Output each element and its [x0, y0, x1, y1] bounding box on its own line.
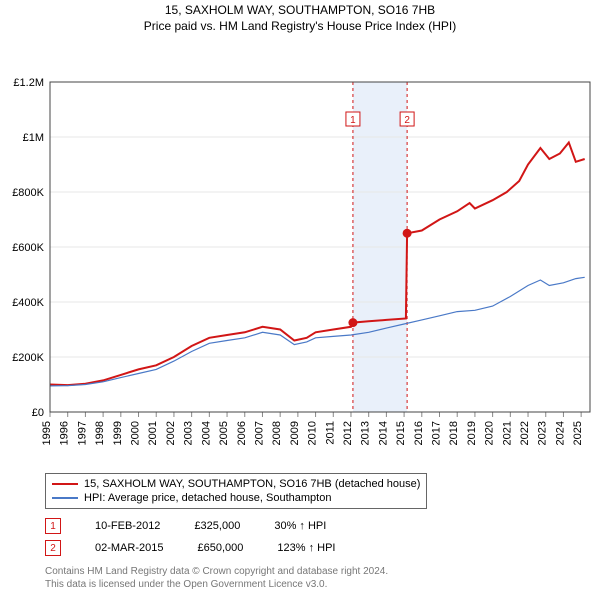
svg-text:2002: 2002 [165, 421, 177, 445]
svg-text:2022: 2022 [519, 421, 531, 445]
event-marker-1: 1 [45, 518, 61, 534]
legend-swatch-1 [52, 483, 78, 485]
event-num-1: 1 [50, 521, 56, 532]
svg-text:2025: 2025 [572, 421, 584, 445]
svg-text:1998: 1998 [94, 421, 106, 445]
event-row-2: 2 02-MAR-2015 £650,000 123% ↑ HPI [45, 537, 580, 559]
svg-text:1997: 1997 [76, 421, 88, 445]
footer-line1: Contains HM Land Registry data © Crown c… [45, 565, 580, 578]
footer-line2: This data is licensed under the Open Gov… [45, 578, 580, 591]
legend-label-2: HPI: Average price, detached house, Sout… [84, 492, 331, 504]
event-date-1: 10-FEB-2012 [95, 520, 160, 532]
svg-text:£1M: £1M [23, 132, 44, 144]
svg-text:£800K: £800K [12, 187, 44, 199]
svg-text:2011: 2011 [324, 421, 336, 445]
event-date-2: 02-MAR-2015 [95, 542, 163, 554]
page-title-line2: Price paid vs. HM Land Registry's House … [0, 17, 600, 37]
svg-text:£400K: £400K [12, 297, 44, 309]
event-row-1: 1 10-FEB-2012 £325,000 30% ↑ HPI [45, 515, 580, 537]
svg-text:2006: 2006 [236, 421, 248, 445]
svg-text:£1.2M: £1.2M [13, 77, 44, 89]
svg-text:2000: 2000 [130, 421, 142, 445]
svg-text:£200K: £200K [12, 352, 44, 364]
chart-container: £0 £200K £400K £600K £800K £1M £1.2M 1995 1996 19… [0, 37, 600, 467]
svg-text:2001: 2001 [147, 421, 159, 445]
svg-text:1995: 1995 [41, 421, 53, 445]
events-table: 1 10-FEB-2012 £325,000 30% ↑ HPI 2 02-MA… [45, 515, 580, 559]
svg-text:2021: 2021 [501, 421, 513, 445]
footer: Contains HM Land Registry data © Crown c… [45, 565, 580, 591]
svg-text:2014: 2014 [377, 421, 389, 445]
svg-text:2018: 2018 [448, 421, 460, 445]
svg-text:1: 1 [350, 115, 356, 126]
event-price-1: £325,000 [194, 520, 240, 532]
svg-text:2024: 2024 [554, 421, 566, 445]
svg-text:2008: 2008 [271, 421, 283, 445]
svg-text:2010: 2010 [307, 421, 319, 445]
price-chart: £0 £200K £400K £600K £800K £1M £1.2M 1995 1996 19… [0, 37, 600, 467]
svg-text:2004: 2004 [200, 421, 212, 445]
svg-text:2015: 2015 [395, 421, 407, 445]
legend-swatch-2 [52, 497, 78, 499]
page-title-line1: 15, SAXHOLM WAY, SOUTHAMPTON, SO16 7HB [0, 0, 600, 17]
svg-text:2016: 2016 [413, 421, 425, 445]
svg-text:2019: 2019 [466, 421, 478, 445]
event-marker-2: 2 [45, 540, 61, 556]
event-price-2: £650,000 [197, 542, 243, 554]
event-delta-1: 30% ↑ HPI [274, 520, 326, 532]
svg-text:2020: 2020 [484, 421, 496, 445]
svg-text:£0: £0 [32, 407, 44, 419]
svg-text:1996: 1996 [59, 421, 71, 445]
svg-text:2013: 2013 [360, 421, 372, 445]
event-delta-2: 123% ↑ HPI [277, 542, 335, 554]
legend-label-1: 15, SAXHOLM WAY, SOUTHAMPTON, SO16 7HB (… [84, 478, 420, 490]
svg-text:£600K: £600K [12, 242, 44, 254]
svg-text:1999: 1999 [112, 421, 124, 445]
svg-text:2: 2 [404, 115, 410, 126]
legend: 15, SAXHOLM WAY, SOUTHAMPTON, SO16 7HB (… [45, 473, 427, 509]
svg-text:2017: 2017 [431, 421, 443, 445]
svg-text:2005: 2005 [218, 421, 230, 445]
svg-text:2023: 2023 [537, 421, 549, 445]
legend-row-series1: 15, SAXHOLM WAY, SOUTHAMPTON, SO16 7HB (… [52, 477, 420, 491]
svg-text:2007: 2007 [253, 421, 265, 445]
svg-text:2009: 2009 [289, 421, 301, 445]
legend-row-series2: HPI: Average price, detached house, Sout… [52, 491, 420, 505]
svg-text:2012: 2012 [342, 421, 354, 445]
event-num-2: 2 [50, 543, 56, 554]
svg-text:2003: 2003 [183, 421, 195, 445]
